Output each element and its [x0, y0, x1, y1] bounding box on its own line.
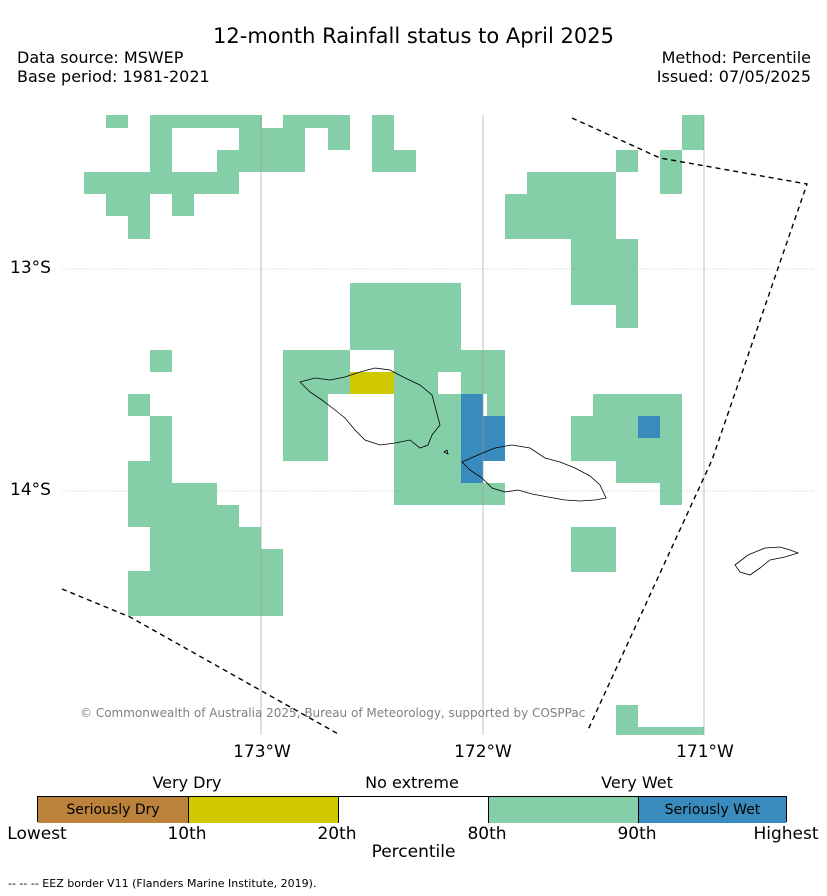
legend-category-no-extreme: No extreme — [365, 773, 459, 792]
tutuila-island — [734, 546, 800, 576]
rainfall-cell-very-wet — [150, 115, 262, 128]
rainfall-cell-very-wet — [106, 115, 128, 128]
legend-tick-80th: 80th — [467, 824, 507, 844]
rainfall-cell-very-wet — [128, 216, 150, 239]
rainfall-cell-seriously-wet — [461, 394, 483, 483]
rainfall-cell-very-wet — [571, 239, 638, 305]
rainfall-cell-very-wet — [616, 150, 638, 172]
rainfall-cell-very-wet — [350, 283, 461, 350]
rainfall-cell-very-wet — [394, 150, 416, 172]
rainfall-cell-very-wet — [128, 505, 239, 527]
page-title: 12-month Rainfall status to April 2025 — [213, 24, 614, 48]
lat-label-14s: 14°S — [10, 480, 51, 500]
method: Method: Percentile — [661, 48, 811, 67]
rainfall-cell-very-wet — [128, 571, 283, 616]
legend-segment-seriously-dry: Seriously Dry — [38, 797, 188, 823]
legend-tick-10th: 10th — [167, 824, 207, 844]
rainfall-cell-very-wet — [239, 128, 305, 172]
rainfall-cell-very-wet — [172, 194, 194, 216]
rainfall-cell-very-dry — [350, 372, 394, 394]
header-left: Data source: MSWEP Base period: 1981-202… — [17, 48, 210, 86]
rainfall-cell-very-wet — [128, 461, 172, 483]
rainfall-cell-very-wet — [527, 172, 616, 194]
base-period: Base period: 1981-2021 — [17, 67, 210, 86]
rainfall-cell-very-wet — [283, 350, 350, 394]
legend-axis-label: Percentile — [371, 842, 456, 862]
rainfall-cell-very-wet — [328, 128, 350, 150]
rainfall-cell-seriously-wet — [483, 416, 505, 461]
issued-date: Issued: 07/05/2025 — [656, 67, 811, 86]
rainfall-cell-very-wet — [487, 394, 505, 416]
lon-label-172w: 172°W — [454, 742, 512, 762]
rainfall-cell-very-wet — [394, 350, 505, 372]
rainfall-cell-very-wet — [593, 394, 682, 416]
manono-island — [443, 449, 449, 455]
lon-label-171w: 171°W — [676, 742, 734, 762]
rainfall-cell-very-wet — [616, 305, 638, 328]
rainfall-cell-very-wet — [571, 527, 616, 572]
legend-tick-lowest: Lowest — [7, 824, 67, 844]
rainfall-cell-very-wet — [638, 727, 704, 735]
footnote: -- -- -- EEZ border V11 (Flanders Marine… — [8, 877, 317, 890]
rainfall-cell-very-wet — [660, 150, 682, 194]
legend-category-very-dry: Very Dry — [152, 773, 222, 792]
upolu-island — [461, 444, 607, 502]
rainfall-cell-very-wet — [283, 394, 328, 461]
rainfall-cell-very-wet — [217, 150, 239, 172]
legend-tick-90th: 90th — [617, 824, 657, 844]
rainfall-cell-very-wet — [660, 483, 682, 505]
legend-segment-very-wet — [488, 797, 638, 823]
lon-label-173w: 173°W — [233, 742, 291, 762]
rainfall-cell-very-wet — [106, 194, 150, 216]
copyright-notice: © Commonwealth of Australia 2025, Bureau… — [80, 706, 586, 720]
rainfall-cell-very-wet — [283, 115, 350, 128]
rainfall-cell-very-wet — [150, 128, 172, 172]
legend-colorbar: Seriously Dry Seriously Wet — [37, 796, 787, 823]
rainfall-cell-very-wet — [571, 416, 682, 461]
header-right: Method: Percentile Issued: 07/05/2025 — [657, 48, 811, 86]
rainfall-cell-very-wet — [84, 172, 239, 194]
legend-category-very-wet: Very Wet — [601, 773, 673, 792]
rainfall-cell-very-wet — [150, 350, 172, 372]
rainfall-cell-very-wet — [372, 115, 394, 172]
savaii-island — [299, 367, 441, 449]
rainfall-cell-very-wet — [505, 194, 616, 239]
rainfall-cell-very-wet — [150, 549, 283, 571]
coastlines — [299, 367, 800, 576]
legend-segment-seriously-wet: Seriously Wet — [638, 797, 786, 823]
gridlines — [62, 115, 815, 735]
rainfall-cell-very-wet — [616, 461, 682, 483]
data-source: Data source: MSWEP — [17, 48, 184, 67]
rainfall-cell-very-wet — [128, 483, 217, 505]
rainfall-cell-very-wet — [394, 394, 461, 505]
eez-border — [61, 117, 808, 736]
rainfall-map — [61, 115, 815, 736]
rainfall-cell-very-wet — [616, 705, 638, 735]
legend-tick-highest: Highest — [753, 824, 819, 844]
rainfall-cell-very-wet — [150, 527, 261, 549]
legend-tick-20th: 20th — [317, 824, 357, 844]
legend-segment-no-extreme — [338, 797, 488, 823]
legend-segment-very-dry — [188, 797, 338, 823]
rainfall-cells — [84, 115, 704, 735]
rainfall-cell-very-wet — [128, 394, 150, 416]
rainfall-cell-very-wet — [682, 115, 704, 150]
lat-label-13s: 13°S — [10, 258, 51, 278]
rainfall-cell-very-wet — [150, 416, 172, 461]
rainfall-cell-seriously-wet — [638, 416, 660, 438]
